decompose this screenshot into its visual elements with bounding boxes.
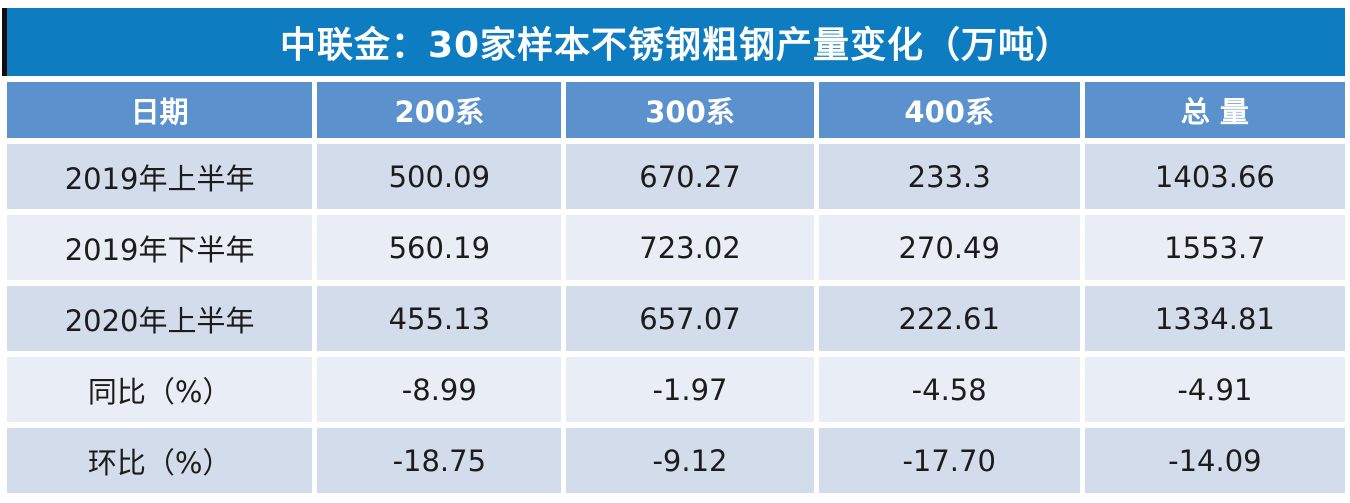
table-cell: -8.99 xyxy=(317,357,562,422)
column-header-400-series: 400系 xyxy=(818,82,1080,138)
table-cell: 1334.81 xyxy=(1084,286,1345,351)
row-label: 2020年上半年 xyxy=(7,286,313,351)
header-row: 日期 200系 300系 400系 总 量 xyxy=(7,82,1345,138)
table-cell: -1.97 xyxy=(566,357,814,422)
table-cell: 723.02 xyxy=(566,215,814,280)
table-cell: 657.07 xyxy=(566,286,814,351)
table-cell: 270.49 xyxy=(818,215,1080,280)
table-row: 环比（%） -18.75 -9.12 -17.70 -14.09 xyxy=(7,428,1345,493)
table-cell: 1553.7 xyxy=(1084,215,1345,280)
table-row: 2019年上半年 500.09 670.27 233.3 1403.66 xyxy=(7,144,1345,209)
table-cell: -14.09 xyxy=(1084,428,1345,493)
column-header-date: 日期 xyxy=(7,82,313,138)
table-cell: -4.58 xyxy=(818,357,1080,422)
table-cell: -4.91 xyxy=(1084,357,1345,422)
table-cell: 233.3 xyxy=(818,144,1080,209)
column-header-200-series: 200系 xyxy=(317,82,562,138)
table-cell: 222.61 xyxy=(818,286,1080,351)
table-cell: 560.19 xyxy=(317,215,562,280)
row-label: 环比（%） xyxy=(7,428,313,493)
title-accent-bar xyxy=(2,8,7,76)
column-header-300-series: 300系 xyxy=(566,82,814,138)
table-cell: 500.09 xyxy=(317,144,562,209)
row-label: 2019年上半年 xyxy=(7,144,313,209)
table-cell: -18.75 xyxy=(317,428,562,493)
table-cell: -17.70 xyxy=(818,428,1080,493)
table-title: 中联金：30家样本不锈钢粗钢产量变化（万吨） xyxy=(7,8,1345,76)
row-label: 同比（%） xyxy=(7,357,313,422)
table-row: 2019年下半年 560.19 723.02 270.49 1553.7 xyxy=(7,215,1345,280)
data-table: 日期 200系 300系 400系 总 量 2019年上半年 500.09 67… xyxy=(7,82,1345,493)
table-row: 2020年上半年 455.13 657.07 222.61 1334.81 xyxy=(7,286,1345,351)
table-cell: 670.27 xyxy=(566,144,814,209)
table-row: 同比（%） -8.99 -1.97 -4.58 -4.91 xyxy=(7,357,1345,422)
table-cell: 1403.66 xyxy=(1084,144,1345,209)
row-label: 2019年下半年 xyxy=(7,215,313,280)
table-cell: -9.12 xyxy=(566,428,814,493)
column-header-total: 总 量 xyxy=(1084,82,1345,138)
table-cell: 455.13 xyxy=(317,286,562,351)
title-row: 中联金：30家样本不锈钢粗钢产量变化（万吨） xyxy=(2,8,1345,76)
